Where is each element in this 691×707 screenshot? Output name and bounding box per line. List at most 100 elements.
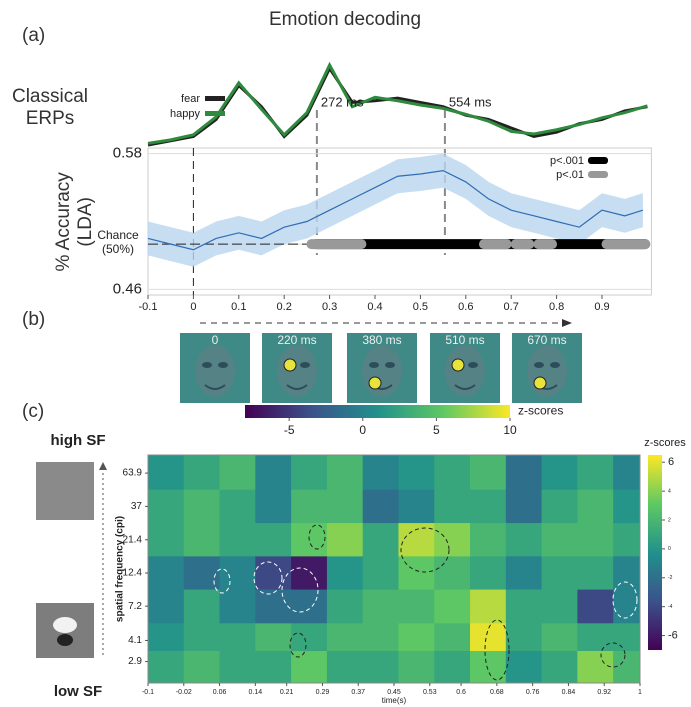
heatmap-cell <box>148 556 185 591</box>
high-sf-label: high SF <box>51 432 106 449</box>
y-tick-label: 7.2 <box>128 601 142 612</box>
legend-label: p<.001 <box>550 155 584 167</box>
heatmap-cell <box>291 489 328 524</box>
significance-contour <box>600 642 626 668</box>
significance-contour <box>400 527 450 573</box>
heatmap-cell <box>613 651 641 684</box>
heatmap-cell <box>577 489 614 524</box>
heatmap-cell <box>505 589 543 624</box>
heatmap-cell <box>183 523 221 557</box>
x-tick-label: -0.02 <box>176 689 192 696</box>
heatmap-cell <box>183 489 221 524</box>
face-eye <box>218 362 228 368</box>
x-axis-label: time(s) <box>382 696 407 705</box>
x-tick-label: 0.14 <box>249 689 263 696</box>
heatmap-cell <box>541 489 578 524</box>
heatmap-cell <box>255 651 292 684</box>
legend-label: p<.01 <box>556 169 584 181</box>
heatmap-cell <box>362 556 399 591</box>
heatmap-cell <box>183 455 221 491</box>
heatmap-cell <box>434 589 471 624</box>
heatmap-cell <box>362 651 399 684</box>
legend-swatch <box>205 111 225 116</box>
heatmap-cell <box>326 589 364 624</box>
x-tick-label: -0.1 <box>139 301 158 313</box>
heatmap-cell <box>541 589 578 624</box>
heatmap-cell <box>470 623 507 652</box>
x-tick-label: 0.4 <box>367 301 382 313</box>
heatmap-cell <box>613 556 641 591</box>
y-tick-label: 21.4 <box>123 534 143 545</box>
heatmap-cell <box>219 489 256 524</box>
x-tick-label: 0.21 <box>280 689 294 696</box>
heatmap-cell <box>362 489 399 524</box>
y-tick-label: 4.1 <box>128 635 142 646</box>
face-mouth <box>204 384 226 390</box>
x-tick-label: 0.9 <box>594 301 609 313</box>
heatmap-cell <box>577 651 614 684</box>
time-arrow-head <box>562 319 572 327</box>
accuracy-label: % Accuracy (LDA) <box>53 172 96 272</box>
colorbar-tick-label: 10 <box>503 423 517 437</box>
heatmap-cell <box>398 651 435 684</box>
heatmap-cell <box>541 556 578 591</box>
face <box>195 345 235 397</box>
heatmap-cell <box>613 623 641 652</box>
face-eye <box>468 362 478 368</box>
face <box>277 345 317 397</box>
heatmap-cell <box>505 489 543 524</box>
colorbar-tick-label: -5 <box>284 423 295 437</box>
heatmap-cell <box>148 523 185 557</box>
heatmap-cell <box>255 623 292 652</box>
heatmap-cell <box>398 455 435 491</box>
low-sf-blob <box>53 617 77 633</box>
heatmap-cell <box>470 489 507 524</box>
heatmap-cell <box>255 489 292 524</box>
heatmap-cell <box>326 556 364 591</box>
heatmap-cell <box>148 651 185 684</box>
heatmap-cell <box>219 556 256 591</box>
heatmap-cell <box>326 651 364 684</box>
x-tick-label: 0.8 <box>549 301 564 313</box>
heatmap-cell <box>291 589 328 624</box>
heatmap-cell <box>541 651 578 684</box>
heatmap-cell <box>470 455 507 491</box>
panel-label: (b) <box>22 309 45 330</box>
y-tick-label: 63.9 <box>123 468 143 479</box>
face-hotspot <box>368 376 382 390</box>
heatmap-cell <box>362 589 399 624</box>
heatmap-cell <box>613 589 641 624</box>
heatmap-cell <box>613 489 641 524</box>
heatmap-cell <box>613 455 641 491</box>
heatmap-cell <box>577 589 614 624</box>
colorbar-label: z-scores <box>518 404 563 418</box>
colorbar <box>648 455 662 650</box>
legend-label: happy <box>170 108 200 120</box>
heatmap-cell <box>470 651 507 684</box>
heatmap-cell <box>434 455 471 491</box>
heatmap-cell <box>505 556 543 591</box>
heatmap-cell <box>541 523 578 557</box>
heatmap-cell <box>541 623 578 652</box>
sf-arrow-head <box>99 462 107 470</box>
frame-label: 220 ms <box>277 333 316 347</box>
legend-swatch <box>588 157 608 164</box>
heatmap-cell <box>219 589 256 624</box>
face-eye <box>385 362 395 368</box>
x-tick-label: 0.45 <box>387 689 401 696</box>
annotation-label: 272 ms <box>321 94 364 109</box>
heatmap-cell <box>434 489 471 524</box>
heatmap-cell <box>541 455 578 491</box>
x-tick-label: 0.76 <box>526 689 540 696</box>
y-tick-label: 12.4 <box>123 568 143 579</box>
significance-contour <box>308 524 326 550</box>
heatmap-cell <box>577 623 614 652</box>
heatmap-cell <box>434 651 471 684</box>
heatmap-cell <box>613 523 641 557</box>
heatmap-cell <box>326 623 364 652</box>
legend-label: fear <box>181 93 200 105</box>
face-hotspot <box>283 358 297 372</box>
heatmap-cell <box>362 455 399 491</box>
